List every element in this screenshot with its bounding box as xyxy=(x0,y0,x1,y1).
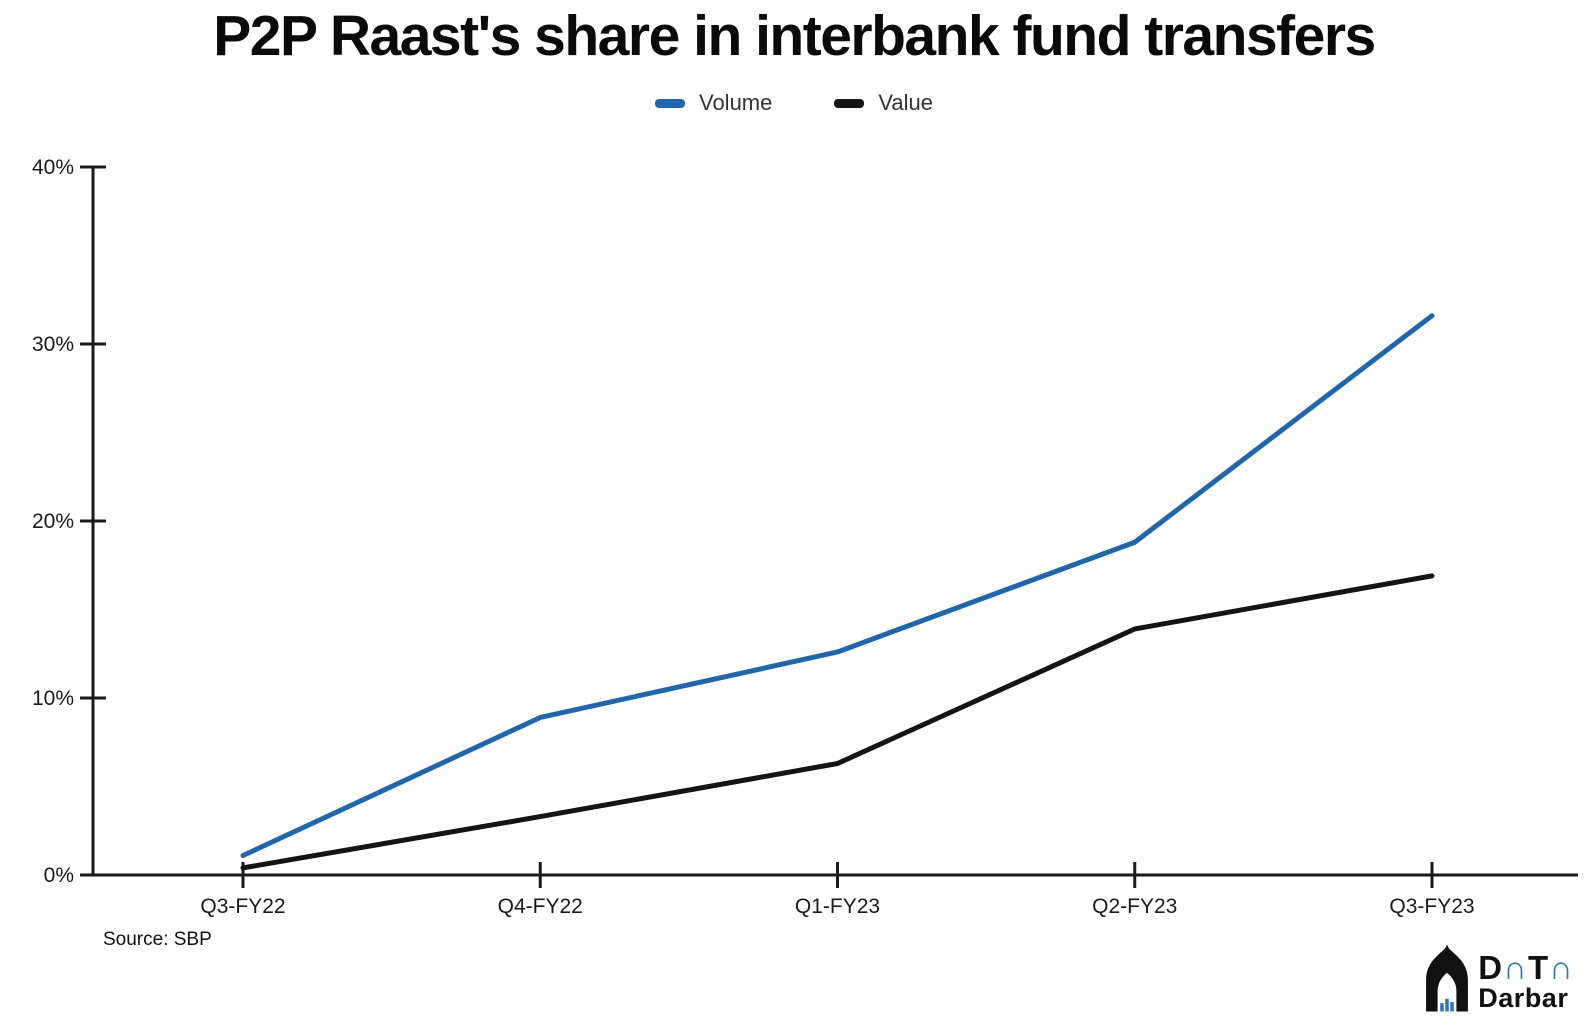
logo-name: Darbar xyxy=(1478,983,1569,1013)
logo-arch-icon: ∩ xyxy=(1549,949,1574,986)
legend-label-volume: Volume xyxy=(698,90,773,115)
value-line xyxy=(240,573,1435,871)
volume-legend-dash-icon xyxy=(654,98,685,108)
legend-item-volume: Volume xyxy=(654,90,773,116)
legend-label-value: Value xyxy=(878,90,934,115)
source-note: Source: SBP xyxy=(103,929,212,950)
value-legend-dash-icon xyxy=(834,98,865,108)
y-tick-label: 40% xyxy=(32,156,74,179)
x-tick-label: Q2-FY23 xyxy=(1092,895,1177,918)
x-tick-label: Q1-FY23 xyxy=(795,895,880,918)
x-tick-label: Q3-FY23 xyxy=(1389,895,1474,918)
logo-letter-t: T xyxy=(1527,949,1550,986)
chart-legend: Volume Value xyxy=(0,90,1588,116)
y-tick-label: 30% xyxy=(32,333,74,356)
x-tick-label: Q4-FY22 xyxy=(498,895,583,918)
logo-arch-icon: ∩ xyxy=(1503,949,1528,986)
logo-text: D∩T∩ Darbar xyxy=(1478,951,1574,1012)
y-tick-label: 10% xyxy=(32,687,74,710)
logo-wordmark: D∩T∩ xyxy=(1478,951,1574,984)
x-tick-label: Q3-FY22 xyxy=(200,895,285,918)
y-tick-label: 0% xyxy=(44,864,74,887)
logo-letter-d: D xyxy=(1478,949,1504,986)
mosque-dome-icon xyxy=(1426,944,1469,1012)
y-tick-label: 20% xyxy=(32,510,74,533)
chart-title: P2P Raast's share in interbank fund tran… xyxy=(213,4,1376,68)
data-darbar-logo: D∩T∩ Darbar xyxy=(1424,944,1574,1012)
legend-item-value: Value xyxy=(834,90,933,116)
volume-line xyxy=(240,313,1435,859)
